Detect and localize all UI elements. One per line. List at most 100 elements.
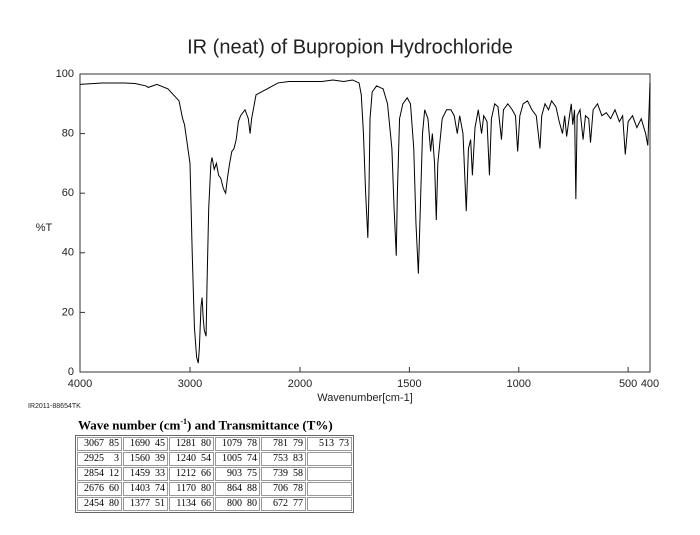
table-cell: 1560 39 <box>123 452 168 467</box>
wavenumber: 1560 <box>130 453 150 465</box>
wavenumber: 753 <box>273 453 288 465</box>
transmittance: 54 <box>201 453 211 465</box>
wavenumber: 1240 <box>176 453 196 465</box>
table-row: 2854 12 1459 33 1212 66 903 75 739 58 <box>77 467 352 482</box>
y-tick-label: 80 <box>62 128 74 140</box>
x-tick-label: 400 <box>641 378 659 390</box>
wavenumber: 1459 <box>130 468 150 480</box>
x-tick-label: 500 <box>619 378 637 390</box>
table-cell <box>307 482 352 497</box>
x-tick-label: 1000 <box>507 378 531 390</box>
transmittance: 80 <box>109 498 119 510</box>
x-axis-label: Wavenumber[cm-1] <box>317 392 413 404</box>
table-cell: 672 77 <box>261 497 306 512</box>
table: 3067 85 1690 45 1281 80 1079 78 781 79 513 73 2925 3 1… <box>75 435 354 514</box>
table-cell: 1240 54 <box>169 452 214 467</box>
transmittance: 73 <box>339 438 349 450</box>
plot-frame <box>79 73 651 373</box>
wavenumber: 1079 <box>222 438 242 450</box>
transmittance: 74 <box>247 453 257 465</box>
transmittance: 51 <box>155 498 165 510</box>
wavenumber: 672 <box>273 498 288 510</box>
transmittance: 75 <box>247 468 257 480</box>
y-tick-label: 60 <box>62 187 74 199</box>
table-title: Wave number (cm-1) and Transmittance (T%… <box>78 417 354 433</box>
table-cell <box>307 467 352 482</box>
transmittance: 39 <box>155 453 165 465</box>
code-label: IR2011-88654TK <box>28 403 81 410</box>
wavenumber: 1134 <box>176 498 196 510</box>
wavenumber: 2854 <box>84 468 104 480</box>
wavenumber: 2925 <box>84 453 104 465</box>
wavenumber: 903 <box>227 468 242 480</box>
table-cell: 903 75 <box>215 467 260 482</box>
wavenumber: 1212 <box>176 468 196 480</box>
transmittance: 45 <box>155 438 165 450</box>
transmittance: 33 <box>155 468 165 480</box>
transmittance: 77 <box>293 498 303 510</box>
table-cell: 1377 51 <box>123 497 168 512</box>
wavenumber: 1403 <box>130 483 150 495</box>
wavenumber: 1281 <box>176 438 196 450</box>
table-row: 2925 3 1560 39 1240 54 1005 74 753 83 <box>77 452 352 467</box>
transmittance: 83 <box>293 453 303 465</box>
y-tick-label: 20 <box>62 306 74 318</box>
table-cell: 1403 74 <box>123 482 168 497</box>
transmittance: 78 <box>247 438 257 450</box>
transmittance: 78 <box>293 483 303 495</box>
wavenumber: 1377 <box>130 498 150 510</box>
wavenumber: 2676 <box>84 483 104 495</box>
table-cell: 781 79 <box>261 437 306 452</box>
table-cell: 3067 85 <box>77 437 122 452</box>
peak-table: Wave number (cm-1) and Transmittance (T%… <box>75 417 354 514</box>
transmittance: 3 <box>114 453 119 465</box>
table-cell: 1281 80 <box>169 437 214 452</box>
table-cell: 1459 33 <box>123 467 168 482</box>
table-row: 2676 60 1403 74 1170 80 864 88 706 78 <box>77 482 352 497</box>
transmittance: 85 <box>109 438 119 450</box>
transmittance: 58 <box>293 468 303 480</box>
table-cell: 2925 3 <box>77 452 122 467</box>
wavenumber: 781 <box>273 438 288 450</box>
table-cell: 1134 66 <box>169 497 214 512</box>
table-cell: 800 80 <box>215 497 260 512</box>
transmittance: 12 <box>109 468 119 480</box>
table-cell <box>307 452 352 467</box>
wavenumber: 1690 <box>130 438 150 450</box>
table-cell: 2854 12 <box>77 467 122 482</box>
chart-title: IR (neat) of Bupropion Hydrochloride <box>187 36 513 58</box>
transmittance: 60 <box>109 483 119 495</box>
table-row: 3067 85 1690 45 1281 80 1079 78 781 79 513 73 <box>77 437 352 452</box>
table-cell: 1170 80 <box>169 482 214 497</box>
table-cell <box>307 497 352 512</box>
transmittance: 80 <box>201 438 211 450</box>
table-cell: 706 78 <box>261 482 306 497</box>
table-cell: 1212 66 <box>169 467 214 482</box>
wavenumber: 3067 <box>84 438 104 450</box>
title-sup: -1 <box>180 417 187 426</box>
chart: IR (neat) of Bupropion Hydrochloride %T … <box>28 36 659 410</box>
table-cell: 1690 45 <box>123 437 168 452</box>
table-cell: 2454 80 <box>77 497 122 512</box>
transmittance: 74 <box>155 483 165 495</box>
table-cell: 1079 78 <box>215 437 260 452</box>
table-cell: 2676 60 <box>77 482 122 497</box>
table-cell: 864 88 <box>215 482 260 497</box>
x-tick-label: 3000 <box>178 378 202 390</box>
wavenumber: 1005 <box>222 453 242 465</box>
wavenumber: 513 <box>319 438 334 450</box>
transmittance: 80 <box>201 483 211 495</box>
y-axis-label: %T <box>36 222 53 234</box>
wavenumber: 864 <box>227 483 242 495</box>
transmittance: 80 <box>247 498 257 510</box>
x-tick-label: 1500 <box>397 378 421 390</box>
table-cell: 739 58 <box>261 467 306 482</box>
wavenumber: 739 <box>273 468 288 480</box>
x-tick-label: 2000 <box>288 378 312 390</box>
y-tick-label: 100 <box>56 68 74 80</box>
table-cell: 513 73 <box>307 437 352 452</box>
spectrum-line <box>79 79 651 364</box>
wavenumber: 1170 <box>176 483 196 495</box>
wavenumber: 706 <box>273 483 288 495</box>
